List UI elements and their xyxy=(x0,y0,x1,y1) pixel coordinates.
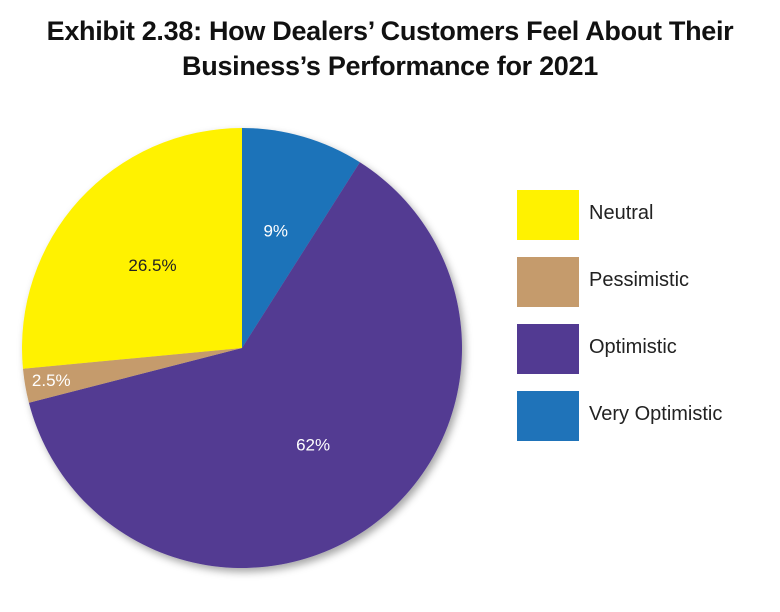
legend-label-neutral: Neutral xyxy=(589,202,654,224)
pie-slice-pessimistic xyxy=(22,348,243,403)
slice-value-label-optimistic: 62% xyxy=(296,435,330,454)
pie-slice-very-optimistic xyxy=(242,128,360,348)
pie-slice-neutral xyxy=(21,128,242,369)
pie-slices xyxy=(21,128,462,568)
slice-value-label-pessimistic: 2.5% xyxy=(32,371,71,390)
chart-title-line-2: Business’s Performance for 2021 xyxy=(182,51,598,81)
pie-slice-optimistic xyxy=(28,162,462,568)
slice-value-label-neutral: 26.5% xyxy=(128,256,176,275)
legend-swatch-pessimistic xyxy=(517,257,579,307)
legend-swatch-optimistic xyxy=(517,324,579,374)
legend-label-optimistic: Optimistic xyxy=(589,336,677,358)
chart-title: Exhibit 2.38: How Dealers’ Customers Fee… xyxy=(0,14,780,84)
legend-label-pessimistic: Pessimistic xyxy=(589,269,690,291)
chart-title-line-1: Exhibit 2.38: How Dealers’ Customers Fee… xyxy=(46,16,734,46)
legend-swatch-neutral xyxy=(517,190,579,240)
slice-value-label-very-optimistic: 9% xyxy=(263,221,288,240)
legend-label-very-optimistic: Very Optimistic xyxy=(589,403,723,425)
legend-swatch-very-optimistic xyxy=(517,391,579,441)
